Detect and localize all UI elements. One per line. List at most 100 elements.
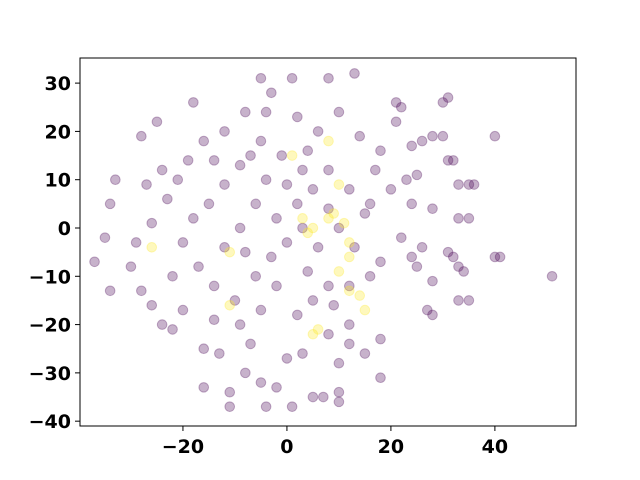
point xyxy=(489,130,501,142)
y-tick-label: 20 xyxy=(45,121,71,143)
point xyxy=(250,270,262,282)
point xyxy=(427,309,438,321)
point xyxy=(333,266,345,277)
point xyxy=(390,97,402,108)
point xyxy=(208,314,220,326)
point xyxy=(146,242,158,253)
point xyxy=(349,68,360,79)
point xyxy=(359,348,371,359)
point xyxy=(411,261,423,272)
point xyxy=(260,106,272,118)
point xyxy=(463,213,475,224)
point xyxy=(349,242,360,253)
point xyxy=(219,126,230,137)
point xyxy=(328,299,340,311)
point xyxy=(214,348,225,359)
point xyxy=(255,135,267,147)
point xyxy=(162,193,173,205)
point xyxy=(219,179,230,190)
point xyxy=(141,179,152,190)
point xyxy=(328,208,340,219)
point xyxy=(344,237,355,248)
point xyxy=(182,155,194,166)
x-tick-label: −20 xyxy=(162,436,204,458)
plot-frame xyxy=(79,57,577,427)
point xyxy=(208,280,220,292)
point xyxy=(338,217,350,229)
point xyxy=(271,280,282,292)
point xyxy=(99,232,111,243)
point xyxy=(354,130,366,142)
point xyxy=(442,246,454,258)
point xyxy=(312,126,324,137)
point xyxy=(396,232,407,243)
point xyxy=(297,213,308,224)
point xyxy=(375,145,386,157)
point xyxy=(281,237,293,248)
point xyxy=(250,198,262,210)
point xyxy=(110,174,121,186)
point xyxy=(240,367,251,379)
point xyxy=(234,319,246,330)
point xyxy=(307,328,319,340)
point xyxy=(333,386,345,398)
y-tick-label: 30 xyxy=(45,73,71,95)
x-tick-label: 20 xyxy=(378,436,404,458)
point xyxy=(422,304,433,316)
point xyxy=(240,246,251,258)
point xyxy=(136,285,147,297)
point xyxy=(370,164,381,176)
point xyxy=(297,222,308,234)
point xyxy=(359,208,371,219)
point xyxy=(406,140,418,152)
point xyxy=(89,256,100,268)
point xyxy=(198,135,210,147)
point xyxy=(489,251,501,263)
point xyxy=(427,203,438,214)
point xyxy=(375,333,386,345)
point xyxy=(427,130,438,142)
point xyxy=(354,290,366,301)
point xyxy=(468,179,480,190)
point xyxy=(427,275,438,287)
point xyxy=(297,348,308,359)
point xyxy=(198,382,210,393)
point xyxy=(234,159,246,171)
point xyxy=(323,203,334,214)
point xyxy=(297,164,308,176)
point xyxy=(146,299,158,311)
point xyxy=(344,338,355,350)
point xyxy=(447,155,459,166)
point xyxy=(260,174,272,186)
point xyxy=(130,237,142,248)
point xyxy=(302,145,314,157)
point xyxy=(271,213,282,224)
point xyxy=(151,116,163,128)
point xyxy=(318,391,329,403)
point xyxy=(156,164,168,176)
point xyxy=(364,270,376,282)
point xyxy=(333,179,345,190)
point xyxy=(224,401,236,412)
point xyxy=(266,251,277,263)
point xyxy=(323,328,334,340)
point xyxy=(463,295,475,306)
point xyxy=(333,357,345,369)
x-tick-label: 0 xyxy=(280,436,293,458)
point xyxy=(276,150,288,161)
point xyxy=(385,184,397,195)
y-tick-label: −30 xyxy=(29,363,71,385)
point xyxy=(198,343,210,355)
point xyxy=(375,372,386,384)
point xyxy=(224,386,236,398)
point xyxy=(281,353,293,364)
point xyxy=(364,198,376,210)
point xyxy=(286,150,298,161)
point xyxy=(229,295,241,306)
points xyxy=(89,68,558,412)
point xyxy=(416,242,428,253)
point xyxy=(359,304,371,316)
point xyxy=(136,130,147,142)
